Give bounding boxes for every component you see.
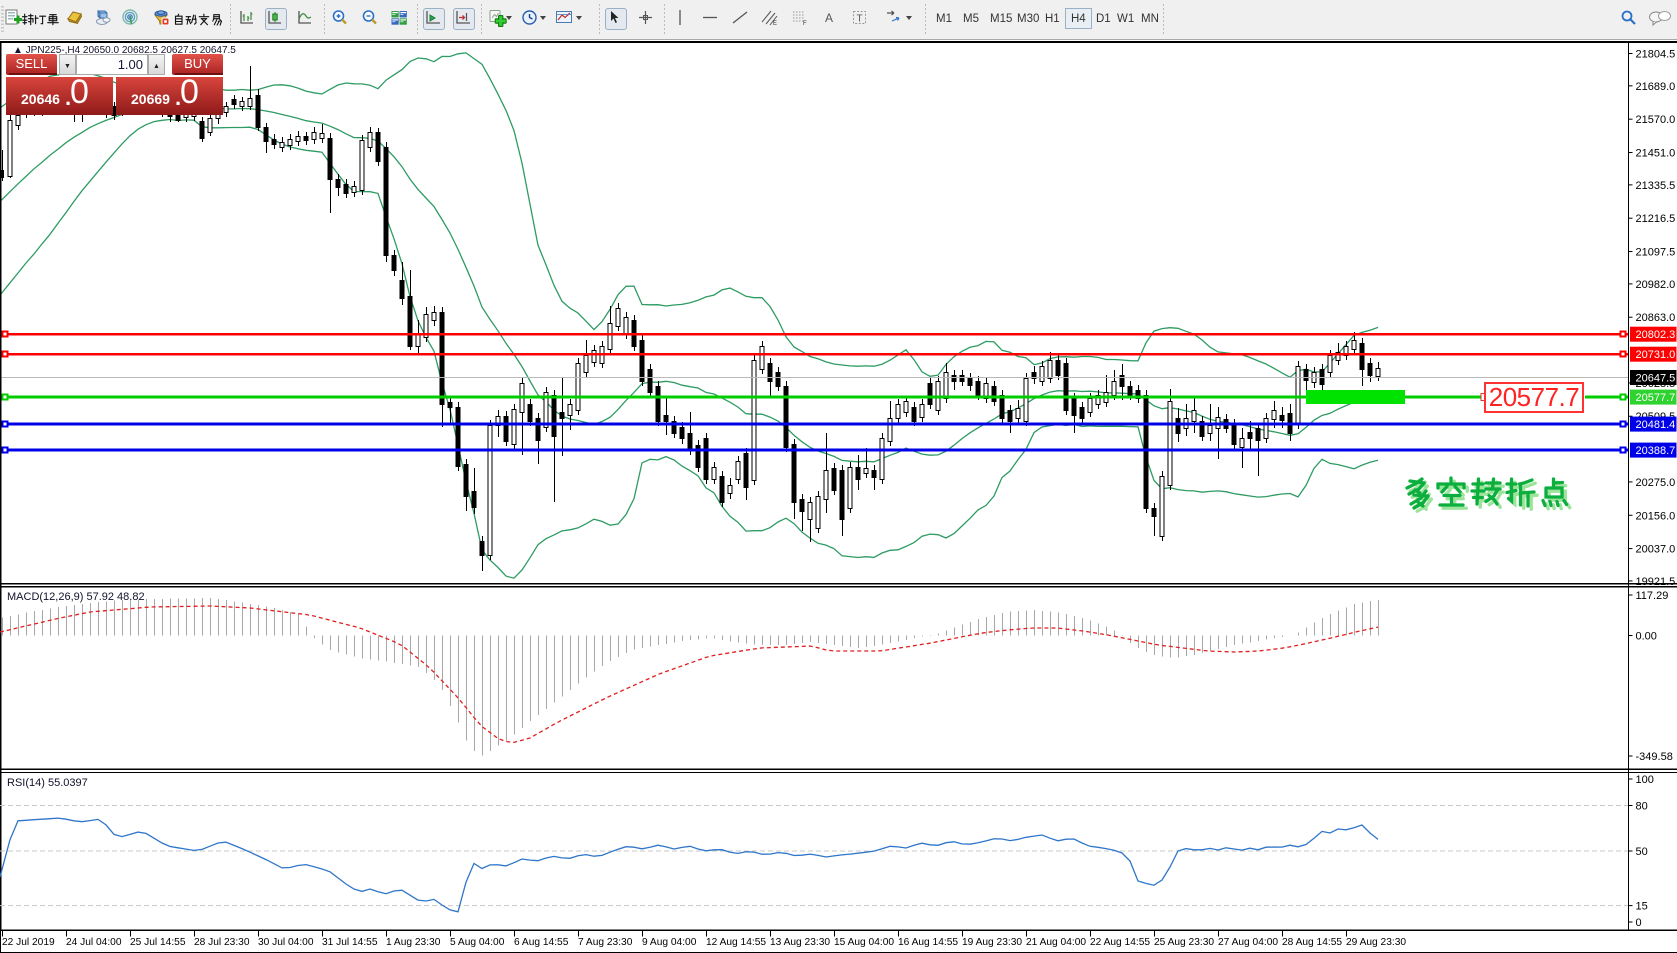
svg-text:117.29: 117.29 xyxy=(1636,590,1669,602)
svg-text:20481.4: 20481.4 xyxy=(1636,419,1676,431)
svg-text:15: 15 xyxy=(1636,901,1648,913)
svg-text:20388.7: 20388.7 xyxy=(1636,445,1676,457)
svg-text:19921.5: 19921.5 xyxy=(1636,576,1676,588)
svg-text:20802.3: 20802.3 xyxy=(1636,329,1676,341)
svg-text:E: E xyxy=(773,21,777,26)
svg-text:50: 50 xyxy=(1636,846,1648,858)
svg-text:21451.0: 21451.0 xyxy=(1636,148,1676,160)
svg-text:21335.5: 21335.5 xyxy=(1636,180,1676,192)
svg-text:100: 100 xyxy=(1636,774,1654,786)
svg-text:T: T xyxy=(857,14,863,25)
svg-text:F: F xyxy=(803,21,807,26)
svg-text:20037.0: 20037.0 xyxy=(1636,544,1676,556)
svg-text:21216.5: 21216.5 xyxy=(1636,213,1676,225)
svg-text:21804.5: 21804.5 xyxy=(1636,49,1676,61)
svg-text:-349.58: -349.58 xyxy=(1636,751,1673,763)
svg-text:20275.0: 20275.0 xyxy=(1636,477,1676,489)
svg-text:0.00: 0.00 xyxy=(1636,631,1657,643)
svg-text:21097.5: 21097.5 xyxy=(1636,247,1676,259)
svg-text:RSI(14) 55.0397: RSI(14) 55.0397 xyxy=(7,777,88,789)
svg-text:MACD(12,26,9) 57.92 48.82: MACD(12,26,9) 57.92 48.82 xyxy=(7,591,145,603)
svg-text:80: 80 xyxy=(1636,801,1648,813)
svg-text:0: 0 xyxy=(1636,917,1642,929)
svg-text:20863.0: 20863.0 xyxy=(1636,312,1676,324)
svg-text:20156.0: 20156.0 xyxy=(1636,510,1676,522)
svg-text:A: A xyxy=(825,11,833,25)
svg-text:20577.7: 20577.7 xyxy=(1636,392,1676,404)
svg-text:21570.0: 21570.0 xyxy=(1636,114,1676,126)
svg-text:20647.5: 20647.5 xyxy=(1636,373,1676,385)
svg-text:20731.0: 20731.0 xyxy=(1636,349,1676,361)
svg-text:20982.0: 20982.0 xyxy=(1636,279,1676,291)
svg-text:21689.0: 21689.0 xyxy=(1636,81,1676,93)
